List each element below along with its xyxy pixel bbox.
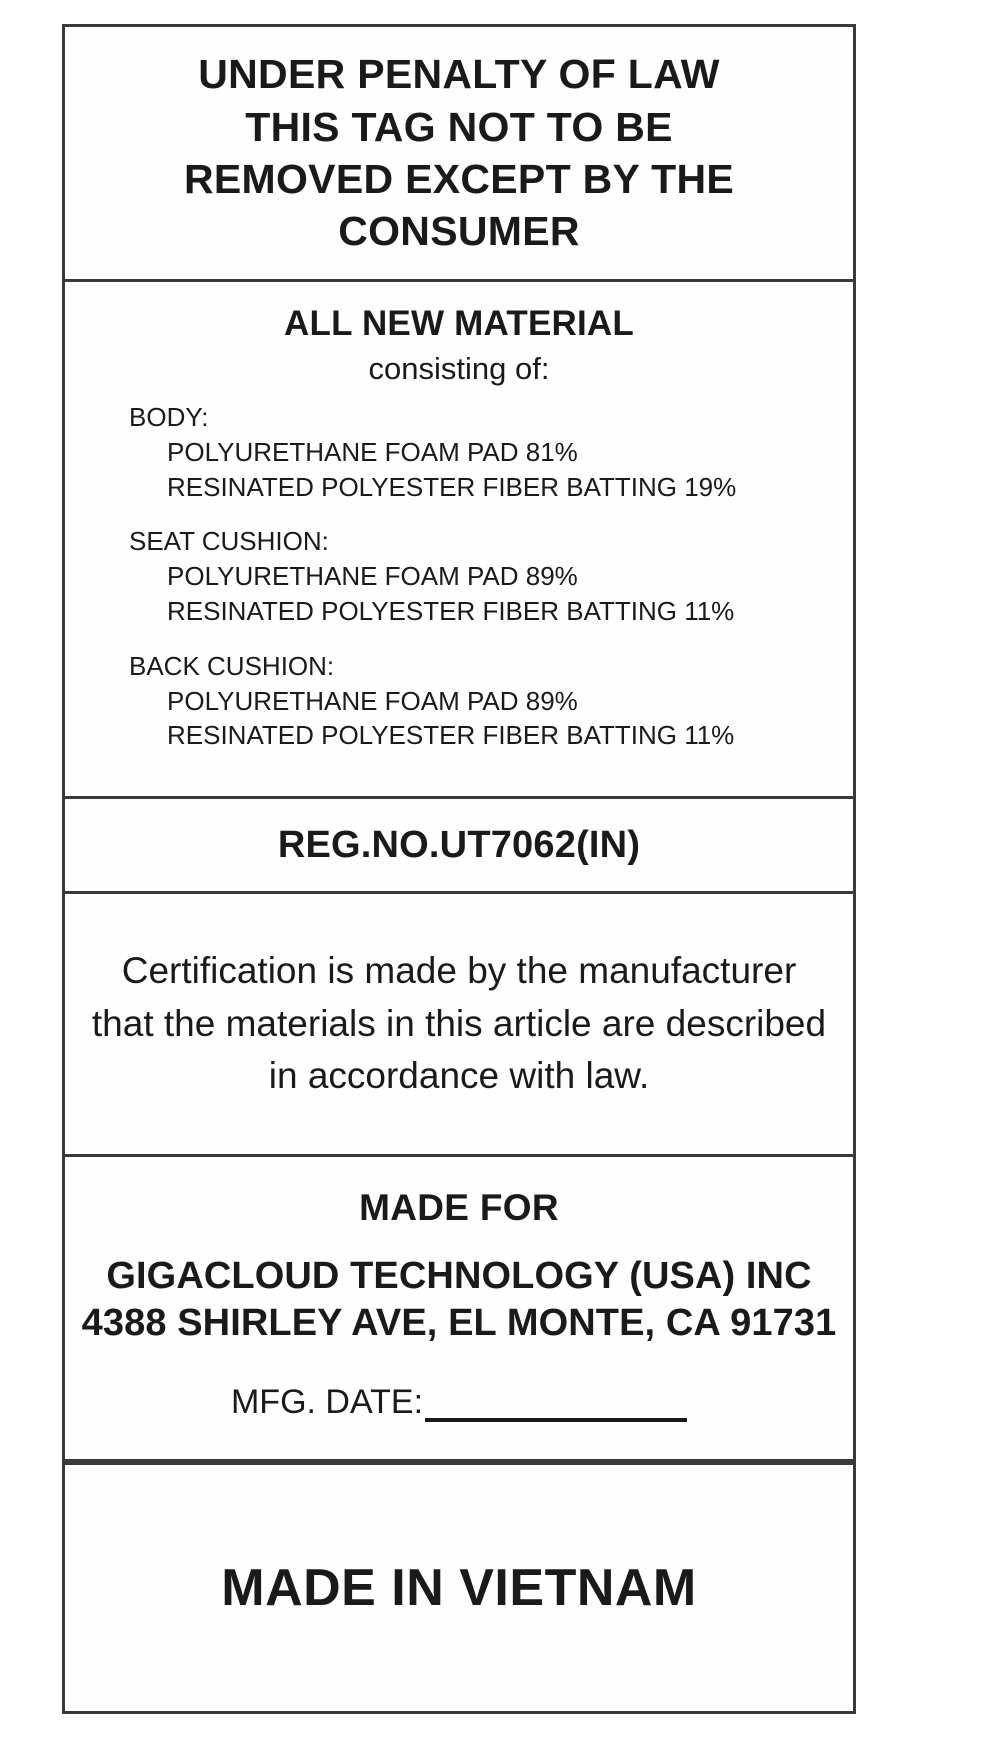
penalty-notice-line-3: REMOVED EXCEPT BY THE — [183, 156, 735, 202]
registration-number-section: REG.NO.UT7062(IN) — [65, 799, 853, 894]
material-group-item: POLYURETHANE FOAM PAD 81% — [167, 437, 578, 468]
material-group-label: BACK CUSHION: — [129, 650, 335, 681]
mfg-date-row: MFG. DATE: — [75, 1383, 843, 1422]
material-group-seat-cushion: SEAT CUSHION: POLYURETHANE FOAM PAD 89% … — [75, 524, 843, 628]
penalty-notice-section: UNDER PENALTY OF LAW THIS TAG NOT TO BE … — [65, 27, 853, 282]
certification-line-3: in accordance with law. — [268, 1055, 650, 1097]
penalty-notice-line-1: UNDER PENALTY OF LAW — [198, 51, 720, 98]
material-group-item: RESINATED POLYESTER FIBER BATTING 19% — [167, 471, 737, 502]
material-group-label: BODY: — [129, 402, 209, 432]
company-name: GIGACLOUD TECHNOLOGY (USA) INC — [106, 1255, 812, 1297]
material-group-label: SEAT CUSHION: — [129, 526, 329, 557]
material-group-item: POLYURETHANE FOAM PAD 89% — [167, 561, 578, 592]
materials-title: ALL NEW MATERIAL — [284, 304, 634, 343]
mfg-date-label: MFG. DATE: — [230, 1383, 424, 1421]
material-group-back-cushion: BACK CUSHION: POLYURETHANE FOAM PAD 89% … — [75, 649, 843, 753]
materials-subtitle: consisting of: — [368, 351, 550, 386]
penalty-notice-line-4: CONSUMER — [338, 208, 580, 255]
country-of-origin: MADE IN VIETNAM — [221, 1559, 697, 1617]
country-of-origin-section: MADE IN VIETNAM — [65, 1462, 853, 1711]
material-group-body: BODY: POLYURETHANE FOAM PAD 81% RESINATE… — [75, 400, 843, 504]
penalty-notice-line-2: THIS TAG NOT TO BE — [245, 103, 673, 150]
company-address: 4388 SHIRLEY AVE, EL MONTE, CA 91731 — [81, 1302, 837, 1344]
law-label-tag: UNDER PENALTY OF LAW THIS TAG NOT TO BE … — [62, 24, 856, 1714]
certification-line-2: that the materials in this article are d… — [91, 1002, 827, 1044]
material-group-item: POLYURETHANE FOAM PAD 89% — [167, 685, 578, 716]
material-group-item: RESINATED POLYESTER FIBER BATTING 11% — [167, 720, 735, 751]
material-group-item: RESINATED POLYESTER FIBER BATTING 11% — [167, 595, 735, 626]
certification-section: Certification is made by the manufacture… — [65, 894, 853, 1157]
materials-section: ALL NEW MATERIAL consisting of: BODY: PO… — [65, 282, 853, 799]
certification-line-1: Certification is made by the manufacture… — [121, 950, 797, 992]
made-for-section: MADE FOR GIGACLOUD TECHNOLOGY (USA) INC … — [65, 1157, 853, 1462]
registration-number: REG.NO.UT7062(IN) — [277, 823, 641, 866]
made-for-heading: MADE FOR — [359, 1187, 559, 1228]
mfg-date-field[interactable] — [425, 1388, 688, 1422]
